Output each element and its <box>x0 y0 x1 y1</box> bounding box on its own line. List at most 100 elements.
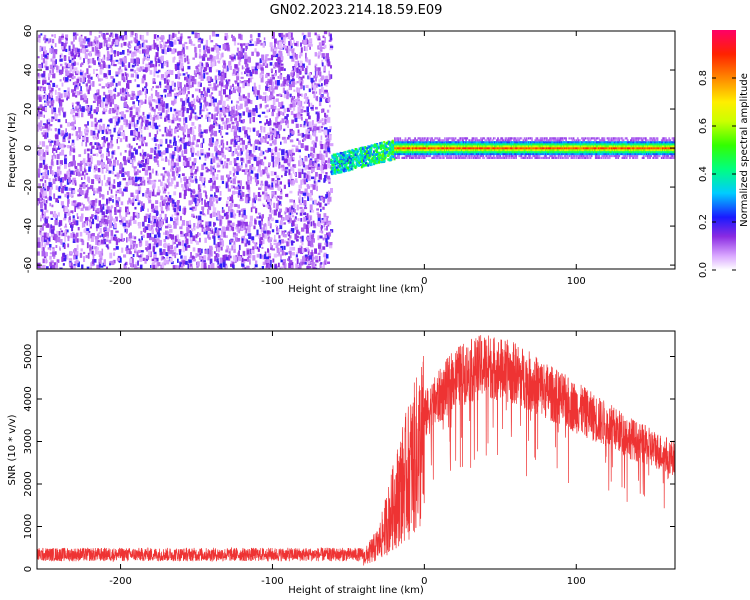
noise-cell <box>101 156 104 160</box>
noise-cell <box>214 61 217 66</box>
noise-cell <box>132 51 136 55</box>
noise-cell <box>136 95 139 99</box>
noise-cell <box>96 208 100 213</box>
noise-cell <box>320 262 323 265</box>
noise-cell <box>265 134 268 139</box>
noise-cell <box>39 141 42 145</box>
noise-cell <box>142 66 145 71</box>
noise-cell <box>77 134 80 138</box>
noise-cell <box>98 99 102 104</box>
noise-cell <box>48 77 50 81</box>
noise-cell <box>110 205 114 209</box>
noise-cell <box>306 220 309 223</box>
noise-cell <box>148 225 151 228</box>
noise-cell <box>129 107 133 111</box>
noise-cell <box>280 56 284 61</box>
noise-cell <box>111 59 115 66</box>
noise-cell <box>217 266 220 269</box>
noise-cell <box>56 153 60 160</box>
noise-cell <box>180 144 182 150</box>
noise-cell <box>55 134 59 140</box>
noise-cell <box>269 237 273 240</box>
noise-cell <box>326 254 329 259</box>
noise-cell <box>214 98 217 103</box>
noise-cell <box>101 86 105 89</box>
noise-cell <box>68 177 71 183</box>
noise-cell <box>126 228 128 234</box>
noise-cell <box>185 46 189 50</box>
noise-cell <box>72 215 75 219</box>
noise-cell <box>131 176 135 180</box>
noise-cell <box>100 265 104 268</box>
noise-cell <box>300 108 304 113</box>
noise-cell <box>247 56 251 62</box>
noise-cell <box>243 260 245 264</box>
noise-cell <box>165 103 169 109</box>
noise-cell <box>162 175 165 181</box>
noise-cell <box>237 145 240 150</box>
noise-cell <box>83 251 86 255</box>
noise-cell <box>62 137 66 143</box>
noise-cell <box>64 186 68 191</box>
noise-cell <box>160 256 163 261</box>
noise-cell <box>67 145 71 149</box>
noise-cell <box>281 149 285 156</box>
noise-cell <box>163 90 167 93</box>
noise-cell <box>152 246 155 252</box>
noise-cell <box>106 266 108 269</box>
noise-cell <box>105 64 109 69</box>
noise-cell <box>158 64 161 67</box>
noise-cell <box>201 153 204 156</box>
noise-cell <box>249 70 251 76</box>
noise-cell <box>203 87 206 92</box>
noise-cell <box>68 59 72 63</box>
noise-cell <box>307 223 310 229</box>
noise-cell <box>147 180 149 183</box>
noise-cell <box>241 192 245 197</box>
noise-cell <box>155 71 159 74</box>
noise-cell <box>88 232 91 239</box>
noise-cell <box>216 102 220 107</box>
noise-cell <box>259 121 262 124</box>
noise-cell <box>250 153 254 157</box>
noise-cell <box>325 83 328 87</box>
noise-cell <box>232 226 235 232</box>
noise-cell <box>217 111 219 114</box>
noise-cell <box>204 213 207 217</box>
noise-cell <box>54 43 57 48</box>
noise-cell <box>127 156 131 160</box>
noise-cell <box>295 257 298 262</box>
noise-cell <box>260 221 263 226</box>
noise-cell <box>250 109 254 115</box>
noise-cell <box>292 52 295 58</box>
noise-cell <box>147 196 150 200</box>
noise-cell <box>253 192 256 198</box>
noise-cell <box>218 247 220 253</box>
noise-cell <box>139 90 142 96</box>
noise-cell <box>244 71 246 75</box>
noise-cell <box>217 242 221 248</box>
noise-cell <box>205 102 208 107</box>
noise-cell <box>253 266 256 269</box>
noise-cell <box>136 189 139 194</box>
noise-cell <box>92 57 95 64</box>
noise-cell <box>68 187 72 191</box>
noise-cell <box>292 164 295 167</box>
noise-cell <box>222 65 225 68</box>
noise-cell <box>113 93 116 100</box>
noise-cell <box>71 226 74 232</box>
noise-cell <box>171 249 174 255</box>
noise-cell <box>213 156 217 159</box>
noise-cell <box>169 139 172 144</box>
noise-cell <box>103 259 106 265</box>
noise-cell <box>158 99 161 104</box>
noise-cell <box>254 173 258 178</box>
noise-cell <box>246 256 250 262</box>
noise-cell <box>77 109 80 113</box>
noise-cell <box>296 138 299 141</box>
noise-cell <box>167 69 171 75</box>
noise-cell <box>53 152 55 157</box>
noise-cell <box>178 250 182 255</box>
noise-cell <box>178 166 181 172</box>
noise-cell <box>195 66 198 70</box>
